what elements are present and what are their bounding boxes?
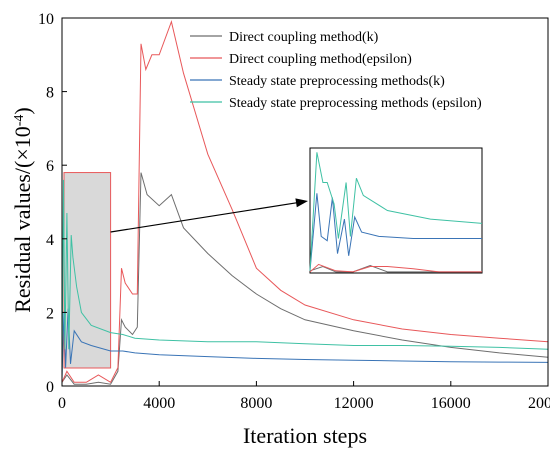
series-line-1 bbox=[61, 172, 549, 385]
y-axis-title-close: ) bbox=[10, 107, 35, 114]
y-axis-title-exponent: -4 bbox=[12, 115, 27, 127]
y-tick-label: 2 bbox=[46, 305, 54, 322]
x-tick-label: 8000 bbox=[240, 395, 272, 412]
y-axis-title-main: Residual values/(×10 bbox=[10, 126, 35, 313]
y-tick-label: 4 bbox=[46, 232, 54, 249]
x-tick-label: 4000 bbox=[143, 395, 175, 412]
zoom-arrow-head bbox=[295, 198, 308, 208]
x-tick-label: 12000 bbox=[334, 395, 374, 412]
y-tick-label: 6 bbox=[46, 158, 54, 175]
inset-panel bbox=[110, 147, 483, 274]
x-tick-label: 0 bbox=[58, 395, 66, 412]
y-tick-label: 8 bbox=[46, 85, 54, 102]
legend-label-1: Direct coupling method(k) bbox=[229, 30, 379, 45]
inset-frame bbox=[309, 147, 483, 274]
x-axis-title: Iteration steps bbox=[243, 423, 367, 448]
zoom-arrow-line bbox=[110, 201, 299, 233]
inset-series-line-4 bbox=[309, 152, 483, 271]
series-layer bbox=[61, 19, 549, 385]
plot-frame bbox=[61, 17, 549, 387]
inset-series-line-1 bbox=[309, 264, 482, 273]
y-tick-label: 10 bbox=[38, 11, 54, 28]
ticks-layer: 0 4000 8000 12000 16000 20000 0 2 4 6 8 10 bbox=[38, 11, 550, 412]
y-tick-label: 0 bbox=[46, 379, 54, 396]
x-tick-label: 20000 bbox=[528, 395, 550, 412]
highlight-layer bbox=[63, 172, 112, 369]
inset-series-line-3 bbox=[309, 193, 482, 271]
series-line-4 bbox=[61, 179, 549, 379]
y-axis-title: Residual values/(×10-4) bbox=[10, 107, 35, 313]
x-tick-label: 16000 bbox=[431, 395, 471, 412]
inset-series-line-2 bbox=[309, 263, 482, 273]
legend: Direct coupling method(k) Direct coupling… bbox=[190, 30, 482, 111]
legend-label-3: Steady state preprocessing methods(k) bbox=[229, 74, 445, 89]
zoom-highlight-region bbox=[63, 172, 112, 369]
series-line-2 bbox=[61, 19, 549, 384]
legend-label-4: Steady state preprocessing methods (epsi… bbox=[229, 96, 482, 111]
legend-label-2: Direct coupling method(epsilon) bbox=[229, 52, 412, 67]
